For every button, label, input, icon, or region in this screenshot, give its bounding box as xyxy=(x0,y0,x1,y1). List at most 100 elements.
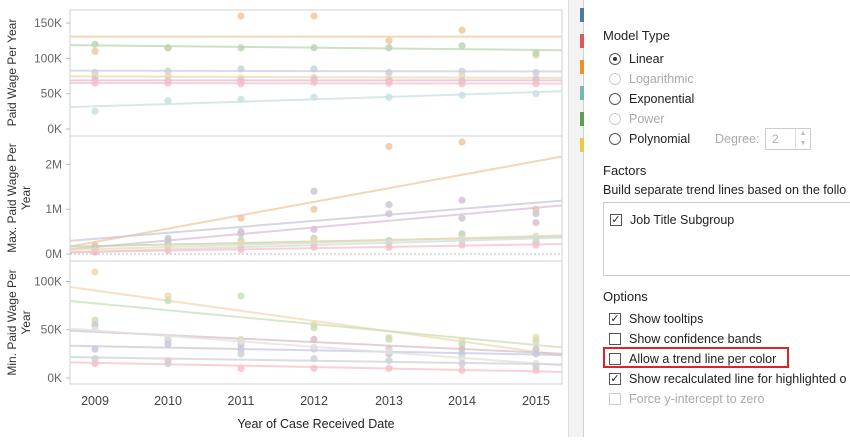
data-point xyxy=(310,12,318,20)
factor-item-job-title-subgroup[interactable]: ✓ Job Title Subgroup xyxy=(610,213,734,227)
model-power-label: Power xyxy=(629,112,665,126)
model-logarithmic-label: Logarithmic xyxy=(629,72,694,86)
option-show-confidence-bands[interactable]: Show confidence bands xyxy=(609,332,762,346)
data-point xyxy=(237,245,245,254)
option-show-tooltips-label: Show tooltips xyxy=(629,312,704,326)
data-point xyxy=(91,47,99,55)
stepper-up-icon: ▲ xyxy=(799,130,807,137)
factor-item-label: Job Title Subgroup xyxy=(630,213,735,227)
data-point xyxy=(532,219,540,227)
model-exponential-radio[interactable]: Exponential xyxy=(609,92,694,106)
model-exponential-label: Exponential xyxy=(629,92,695,106)
model-linear-label: Linear xyxy=(629,52,664,66)
checkbox-icon[interactable] xyxy=(609,353,621,365)
data-point xyxy=(385,210,393,218)
y-tick-label: 50K xyxy=(41,87,62,101)
radio-icon[interactable] xyxy=(609,133,621,145)
data-point xyxy=(91,79,99,87)
option-show-tooltips[interactable]: ✓ Show tooltips xyxy=(609,312,703,326)
model-linear-radio[interactable]: Linear xyxy=(609,52,664,66)
degree-label: Degree: xyxy=(715,132,760,146)
data-point xyxy=(91,40,99,48)
data-point xyxy=(164,44,172,52)
data-point xyxy=(385,364,393,372)
data-point xyxy=(532,234,540,242)
color-legend-swatch xyxy=(580,112,584,126)
data-point xyxy=(91,345,99,353)
data-point xyxy=(532,337,540,345)
x-tick-label: 2009 xyxy=(81,394,109,408)
data-point xyxy=(458,366,466,374)
data-point xyxy=(237,12,245,20)
data-point xyxy=(237,337,245,345)
model-polynomial-radio[interactable]: Polynomial xyxy=(609,132,690,146)
color-legend-swatch xyxy=(580,60,584,74)
color-legend-swatch xyxy=(580,86,584,100)
data-point xyxy=(310,335,318,343)
y-tick-label: 100K xyxy=(34,274,62,288)
checkbox-checked-icon[interactable]: ✓ xyxy=(609,313,621,325)
highlight-box xyxy=(603,347,789,368)
y-tick-label: 50K xyxy=(41,323,62,337)
data-point xyxy=(385,93,393,101)
data-point xyxy=(532,49,540,57)
data-point xyxy=(310,93,318,101)
data-point xyxy=(164,340,172,348)
data-point xyxy=(310,225,318,233)
data-point xyxy=(237,65,245,73)
panel-splitter[interactable] xyxy=(568,0,584,437)
option-show-recalculated-line[interactable]: ✓ Show recalculated line for highlighted… xyxy=(609,372,847,386)
data-point xyxy=(458,359,466,368)
x-axis-title: Year of Case Received Date xyxy=(237,417,394,431)
data-point xyxy=(310,44,318,52)
factors-description: Build separate trend lines based on the … xyxy=(603,183,847,197)
y-axis-title: Min. Paid Wage Per xyxy=(5,269,19,375)
x-tick-label: 2013 xyxy=(375,394,403,408)
data-point xyxy=(164,97,172,105)
option-show-confidence-bands-label: Show confidence bands xyxy=(629,332,762,346)
y-tick-label: 0M xyxy=(45,247,62,261)
trend-line xyxy=(69,300,563,349)
data-point xyxy=(458,42,466,50)
data-point xyxy=(532,362,540,371)
data-point xyxy=(385,243,393,251)
degree-stepper: ▲ ▼ xyxy=(795,129,810,149)
radio-selected-icon[interactable] xyxy=(609,53,621,65)
chart-svg: 150K 100K 50K 0K Paid Wage Per Year 2M 1M 0M Max… xyxy=(5,9,563,431)
x-tick-label: 2010 xyxy=(154,394,182,408)
data-point xyxy=(237,214,245,222)
x-tick-label: 2011 xyxy=(228,394,255,408)
checkbox-checked-icon[interactable]: ✓ xyxy=(609,373,621,385)
option-allow-trend-line-per-color[interactable]: Allow a trend line per color xyxy=(609,352,776,366)
radio-icon[interactable] xyxy=(609,93,621,105)
radio-icon xyxy=(609,73,621,85)
data-point xyxy=(164,359,172,368)
trend-chart: 150K 100K 50K 0K Paid Wage Per Year 2M 1M 0M Max… xyxy=(5,9,563,431)
data-point xyxy=(237,230,245,238)
data-point xyxy=(164,72,172,80)
data-point xyxy=(310,243,318,251)
model-logarithmic-radio: Logarithmic xyxy=(609,72,694,86)
data-point xyxy=(164,333,172,342)
y-tick-label: 100K xyxy=(34,51,62,65)
data-point xyxy=(458,72,466,80)
data-point xyxy=(310,343,318,351)
checkbox-icon xyxy=(609,393,621,405)
data-point xyxy=(385,357,393,365)
data-point xyxy=(91,326,99,334)
data-point xyxy=(237,80,245,88)
y-axis-title: Year xyxy=(19,310,33,334)
data-point xyxy=(385,68,393,77)
data-point xyxy=(237,95,245,103)
data-point xyxy=(164,67,172,75)
data-point xyxy=(458,26,466,34)
data-point xyxy=(532,68,540,77)
y-axis-title: Year xyxy=(19,186,33,210)
data-point xyxy=(385,335,393,343)
checkbox-icon[interactable] xyxy=(609,333,621,345)
stepper-down-icon: ▼ xyxy=(799,140,807,147)
factors-heading: Factors xyxy=(603,163,647,178)
data-point xyxy=(91,268,99,276)
checkbox-checked-icon[interactable]: ✓ xyxy=(610,214,622,226)
y-tick-label: 2M xyxy=(45,157,62,171)
